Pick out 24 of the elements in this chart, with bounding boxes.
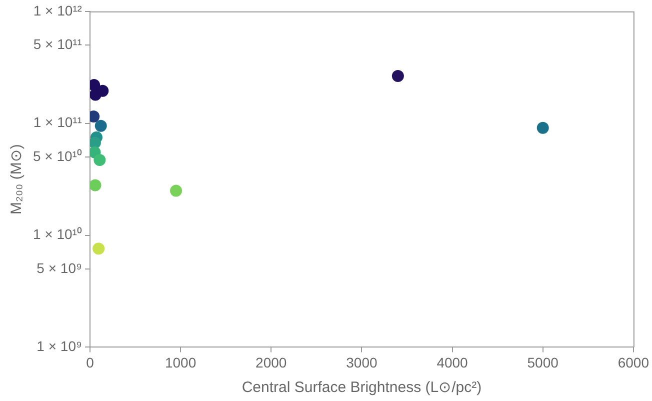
x-axis-title: Central Surface Brightness (L⊙/pc²) (242, 379, 482, 396)
y-tick-label: 1 × 10¹⁰ (32, 226, 82, 242)
point (170, 184, 182, 197)
y-tick-label: 1 × 10¹¹ (33, 114, 82, 130)
y-tick-label: 5 × 10⁹ (36, 260, 82, 276)
x-tick-label: 1000 (164, 354, 196, 370)
point (392, 70, 404, 82)
y-tick-label: 1 × 10⁹ (36, 338, 82, 354)
y-tick-label: 5 × 10¹¹ (33, 36, 82, 52)
y-axis-title: M₂₀₀ (M⊙) (8, 144, 26, 215)
x-tick-label: 4000 (436, 354, 468, 370)
x-tick-label: 2000 (256, 354, 287, 370)
point (94, 120, 107, 132)
x-tick-label: 0 (86, 354, 94, 370)
point (536, 122, 549, 134)
y-tick-label: 5 × 10¹⁰ (32, 148, 82, 164)
x-tick-label: 3000 (346, 354, 378, 370)
point (90, 179, 102, 192)
y-tick-label: 1 × 10¹² (33, 2, 82, 18)
x-tick-label: 6000 (618, 354, 650, 370)
x-tick-label: 5000 (527, 354, 559, 370)
point (94, 154, 106, 166)
point (92, 242, 105, 255)
point (96, 84, 109, 97)
